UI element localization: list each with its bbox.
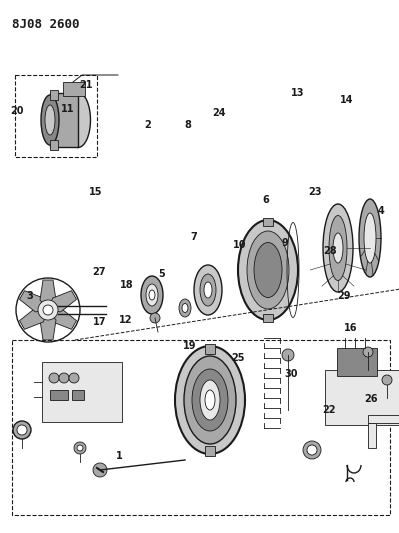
Text: 26: 26 <box>364 394 378 403</box>
Ellipse shape <box>175 346 245 454</box>
Ellipse shape <box>254 243 282 297</box>
Circle shape <box>17 425 27 435</box>
Text: 27: 27 <box>92 267 106 277</box>
Text: 2: 2 <box>144 120 151 130</box>
Ellipse shape <box>146 284 158 306</box>
Circle shape <box>38 300 58 320</box>
Ellipse shape <box>204 282 212 298</box>
Bar <box>12 340 390 515</box>
Ellipse shape <box>65 93 91 148</box>
Ellipse shape <box>194 265 222 315</box>
Text: 23: 23 <box>308 187 322 197</box>
Text: 30: 30 <box>284 369 298 379</box>
Ellipse shape <box>45 105 55 135</box>
Polygon shape <box>48 290 77 312</box>
Circle shape <box>282 349 294 361</box>
Polygon shape <box>20 308 48 329</box>
Circle shape <box>307 445 317 455</box>
Polygon shape <box>40 310 56 340</box>
Bar <box>337 348 377 376</box>
Text: 21: 21 <box>79 80 93 90</box>
Polygon shape <box>40 280 56 310</box>
Text: 8: 8 <box>184 120 191 130</box>
Ellipse shape <box>41 95 59 145</box>
Text: 24: 24 <box>212 108 225 118</box>
Text: 16: 16 <box>344 323 358 333</box>
Circle shape <box>69 373 79 383</box>
Ellipse shape <box>364 213 376 263</box>
Bar <box>368 423 376 448</box>
Ellipse shape <box>247 231 289 309</box>
Text: 3: 3 <box>27 291 33 301</box>
Polygon shape <box>48 308 77 329</box>
Text: 22: 22 <box>322 406 336 415</box>
Ellipse shape <box>333 233 343 263</box>
Ellipse shape <box>200 380 220 420</box>
Text: 17: 17 <box>93 318 107 327</box>
Text: 18: 18 <box>120 280 134 290</box>
Bar <box>50 90 58 100</box>
Circle shape <box>303 441 321 459</box>
Ellipse shape <box>205 390 215 410</box>
Bar <box>205 446 215 456</box>
Circle shape <box>43 305 53 315</box>
Bar <box>50 140 58 150</box>
Circle shape <box>77 445 83 451</box>
Bar <box>15 75 97 157</box>
Text: 6: 6 <box>262 195 269 205</box>
Ellipse shape <box>192 369 228 431</box>
Circle shape <box>13 421 31 439</box>
Ellipse shape <box>182 303 188 312</box>
Bar <box>63 82 85 96</box>
Circle shape <box>49 373 59 383</box>
Circle shape <box>382 375 392 385</box>
Bar <box>72 390 84 400</box>
Bar <box>263 218 273 226</box>
Bar <box>42 362 122 422</box>
Circle shape <box>59 373 69 383</box>
Bar <box>50 93 78 147</box>
Ellipse shape <box>149 290 155 300</box>
Circle shape <box>93 463 107 477</box>
Text: 13: 13 <box>290 88 304 98</box>
Text: 29: 29 <box>337 291 351 301</box>
Bar <box>205 344 215 354</box>
Text: 4: 4 <box>378 206 384 215</box>
Text: 9: 9 <box>282 238 288 247</box>
Text: 7: 7 <box>190 232 197 242</box>
Text: 1: 1 <box>117 451 123 461</box>
Text: 10: 10 <box>233 240 246 250</box>
Bar <box>50 390 68 400</box>
Ellipse shape <box>184 356 236 444</box>
Ellipse shape <box>359 199 381 277</box>
Bar <box>325 370 399 425</box>
Text: 11: 11 <box>61 104 75 114</box>
Text: 8J08 2600: 8J08 2600 <box>12 18 79 31</box>
Circle shape <box>363 347 373 357</box>
Ellipse shape <box>238 220 298 320</box>
Ellipse shape <box>323 204 353 292</box>
Text: 15: 15 <box>89 187 103 197</box>
Bar <box>368 415 399 423</box>
Polygon shape <box>20 290 48 312</box>
Text: 19: 19 <box>183 342 196 351</box>
Circle shape <box>150 313 160 323</box>
Text: 20: 20 <box>10 106 24 116</box>
Ellipse shape <box>200 274 216 306</box>
Text: 5: 5 <box>158 270 165 279</box>
Text: 28: 28 <box>324 246 337 255</box>
Circle shape <box>74 442 86 454</box>
Ellipse shape <box>141 276 163 314</box>
Bar <box>263 314 273 322</box>
Ellipse shape <box>179 299 191 317</box>
Text: 25: 25 <box>231 353 245 363</box>
Text: 12: 12 <box>119 315 132 325</box>
Text: 14: 14 <box>340 95 354 105</box>
Ellipse shape <box>329 215 347 280</box>
